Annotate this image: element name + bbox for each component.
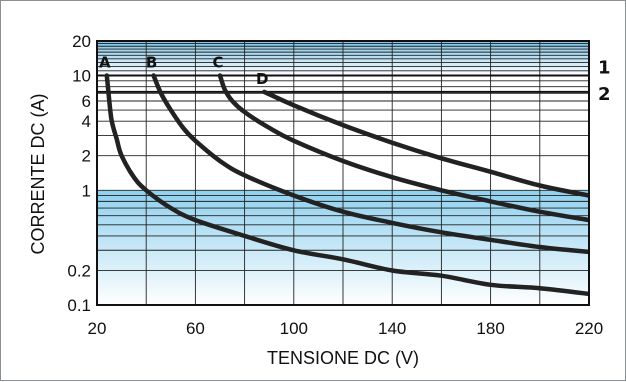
limit-lines: 12 (97, 58, 611, 105)
y-tick-label: 4 (82, 112, 91, 131)
limit-line-label-1: 1 (598, 58, 611, 79)
curve-A (104, 73, 589, 297)
curve-B (151, 73, 589, 255)
x-axis-title: TENSIONE DC (V) (267, 348, 419, 368)
curve-label-A: A (99, 54, 111, 72)
y-tick-label: 20 (72, 32, 91, 51)
y-tick-label: 0.2 (67, 261, 91, 280)
curve-label-D: D (256, 70, 268, 88)
x-tick-label: 100 (280, 319, 308, 338)
y-tick-label: 2 (82, 147, 91, 166)
y-axis-title: CORRENTE DC (A) (28, 94, 48, 255)
y-tick-label: 10 (72, 67, 91, 86)
grid-lines (97, 41, 589, 305)
plot-border (96, 40, 590, 306)
curve-label-B: B (146, 54, 157, 72)
x-tick-label: 220 (575, 319, 603, 338)
curve-label-C: C (212, 54, 223, 72)
curve-D (262, 89, 589, 198)
y-tick-label: 1 (82, 181, 91, 200)
x-tick-label: 60 (186, 319, 205, 338)
y-tick-label: 0.1 (67, 296, 91, 315)
x-tick-label: 140 (378, 319, 406, 338)
curve-C (217, 73, 589, 223)
limit-line-label-2: 2 (598, 84, 611, 105)
curves (104, 73, 589, 297)
x-tick-labels: 20 60 100 140 180 220 (88, 319, 604, 338)
series-labels: A B C D (99, 54, 268, 88)
y-tick-labels: 20 10 64 2 1 0.2 0.1 (67, 32, 91, 315)
x-tick-label: 20 (88, 319, 107, 338)
y-tick-label: 6 (82, 92, 91, 111)
x-tick-label: 180 (476, 319, 504, 338)
